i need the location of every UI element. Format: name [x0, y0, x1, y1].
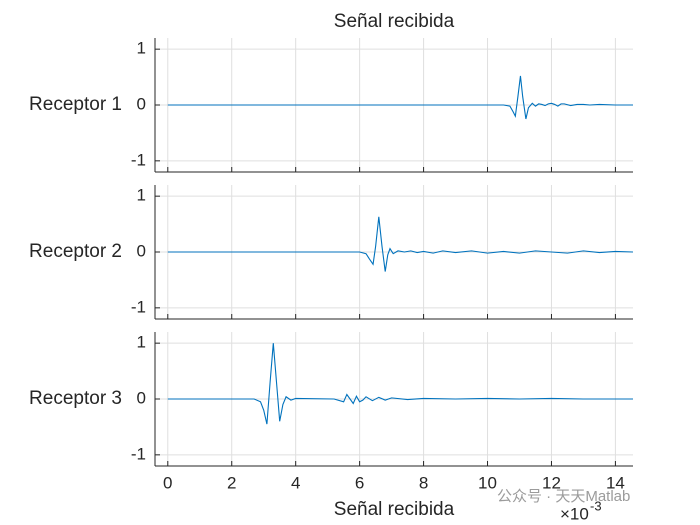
signal-line — [167, 75, 633, 120]
y-tick-label: 0 — [137, 241, 146, 260]
y-tick-label: 1 — [137, 186, 146, 205]
x-tick-label: 6 — [355, 473, 364, 492]
x-tick-label: 8 — [419, 473, 428, 492]
chart-title: Señal recibida — [334, 11, 455, 32]
y-tick-label: -1 — [131, 150, 146, 169]
y-axis-label: Receptor 2 — [29, 241, 122, 262]
x-axis-label: Señal recibida — [334, 499, 455, 520]
y-tick-label: 0 — [137, 388, 146, 407]
x-tick-label: 2 — [227, 473, 236, 492]
watermark: 公众号 · 天天Matlab — [497, 488, 630, 505]
y-axis-label: Receptor 3 — [29, 388, 122, 409]
x-tick-label: 14 — [606, 473, 625, 492]
x-exponent-power: -3 — [590, 498, 602, 513]
x-tick-label: 10 — [478, 473, 497, 492]
y-axis-label: Receptor 1 — [29, 94, 122, 115]
y-tick-label: -1 — [131, 297, 146, 316]
y-tick-label: -1 — [131, 444, 146, 463]
signal-line — [167, 343, 633, 425]
signal-line — [167, 216, 634, 272]
y-tick-label: 1 — [137, 333, 146, 352]
x-tick-label: 0 — [163, 473, 172, 492]
x-exponent-base: ×10 — [560, 504, 589, 523]
x-tick-label: 12 — [542, 473, 561, 492]
y-tick-label: 0 — [137, 94, 146, 113]
y-tick-label: 1 — [137, 39, 146, 58]
x-tick-label: 4 — [291, 473, 300, 492]
